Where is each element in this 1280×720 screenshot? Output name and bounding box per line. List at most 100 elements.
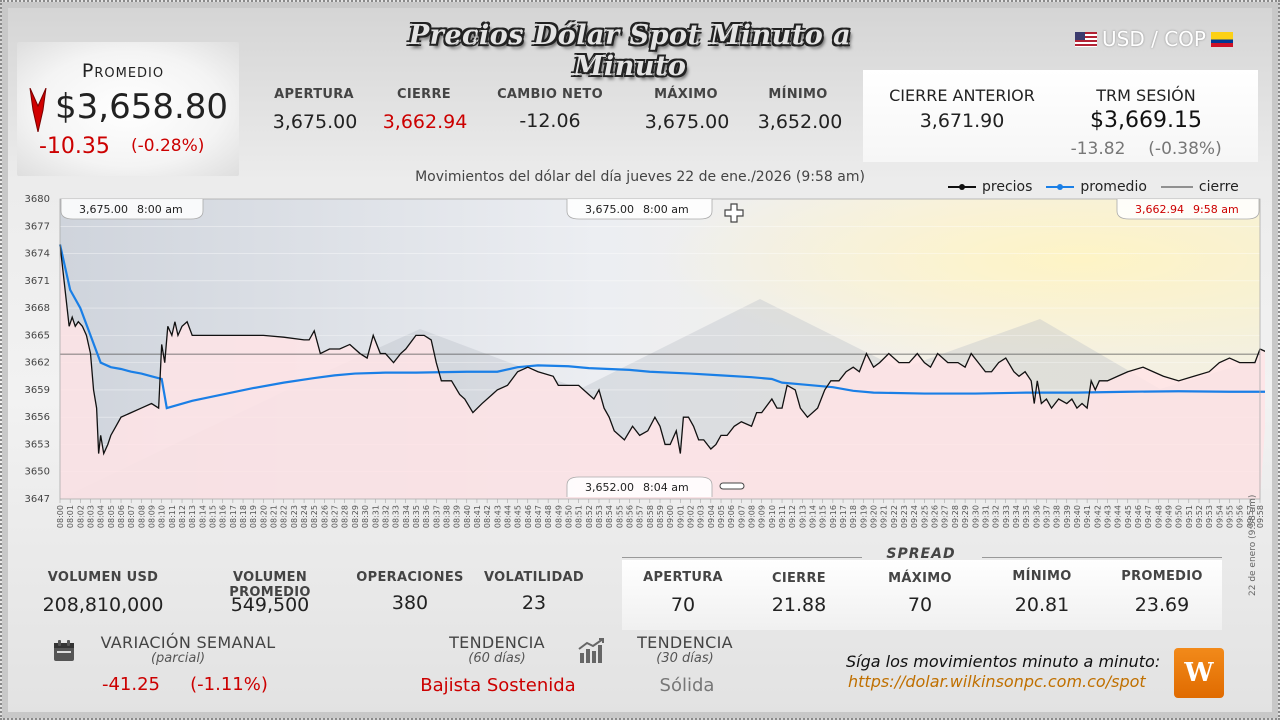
x-tick-label: 08:38: [442, 505, 451, 528]
y-tick-label: 3677: [25, 221, 50, 232]
x-tick-label: 09:29: [961, 505, 970, 528]
zoom-handle: [719, 482, 745, 490]
x-tick-label: 08:30: [361, 505, 370, 528]
volume-average-label: VOLUMEN PROMEDIO: [229, 570, 311, 600]
x-tick-label: 09:22: [890, 505, 899, 528]
x-tick-label: 08:16: [219, 505, 228, 528]
x-tick-label: 08:05: [107, 505, 116, 528]
currency-pair-selector[interactable]: USD / COP: [1075, 27, 1250, 51]
previous-close-value: 3,671.90: [919, 110, 1005, 132]
chart-legend: precios promedio cierre: [948, 179, 1258, 195]
y-tick-label: 3647: [25, 494, 50, 505]
y-tick-label: 3662: [25, 358, 50, 369]
x-tick-label: 09:06: [727, 505, 736, 528]
date-stamp: 22 de enero (9:58 am): [1248, 494, 1258, 596]
spread-close-value: 21.88: [771, 594, 827, 616]
chart-subtitle: Movimientos del dólar del día jueves 22 …: [415, 169, 865, 185]
legend-prices-label: precios: [982, 179, 1033, 195]
x-axis: 08:00 08:01 08:02 08:03 08:04 08:05 08:06 08:07…: [56, 499, 1265, 528]
x-tick-label: 09:58: [1256, 505, 1265, 528]
average-change: -10.35: [39, 134, 110, 159]
spread-open-value: 70: [670, 594, 696, 616]
x-tick-label: 08:27: [331, 505, 340, 528]
x-tick-label: 09:00: [666, 505, 675, 528]
max-annotation-tab: [566, 199, 713, 220]
x-tick-label: 09:52: [1195, 505, 1204, 528]
x-tick-label: 08:14: [198, 505, 207, 528]
chart-annotations: 3,675.00 8:00 am 3,675.00 8:00 am 3,662.94 9:…: [60, 199, 1260, 497]
x-tick-label: 09:33: [1002, 505, 1011, 528]
x-tick-label: 08:24: [300, 505, 309, 528]
x-tick-label: 08:34: [402, 505, 411, 528]
weekly-variation-label: VARIACIÓN SEMANAL: [100, 633, 276, 652]
currency-pair-label: USD / COP: [1102, 27, 1206, 51]
x-tick-label: 09:32: [992, 505, 1001, 528]
colombia-flag-icon: [1210, 31, 1233, 47]
trm-change-percent: (-0.38%): [1148, 139, 1222, 159]
legend-average[interactable]: promedio: [1046, 179, 1147, 195]
operations-value: 380: [391, 592, 429, 614]
x-tick-label: 08:15: [209, 505, 218, 528]
trm-label: TRM SESIÓN: [1096, 86, 1196, 105]
stat-close-value: 3,662.94: [382, 111, 468, 133]
trend30-value: Sólida: [659, 675, 715, 696]
x-tick-label: 09:11: [778, 505, 787, 528]
x-tick-label: 09:25: [920, 505, 929, 528]
volatility-label: VOLATILIDAD: [484, 570, 584, 585]
x-tick-label: 08:58: [646, 505, 655, 528]
calendar-icon: [54, 640, 74, 661]
legend-close[interactable]: cierre: [1160, 179, 1239, 195]
x-tick-label: 09:12: [788, 505, 797, 528]
x-tick-label: 09:46: [1134, 505, 1143, 528]
x-tick-label: 08:53: [595, 505, 604, 528]
x-tick-label: 08:48: [544, 505, 553, 528]
x-tick-label: 08:04: [97, 505, 106, 528]
x-tick-label: 09:50: [1175, 505, 1184, 528]
stat-close-label: CIERRE: [397, 87, 451, 102]
stat-max-label: MÁXIMO: [654, 87, 718, 102]
x-tick-label: 08:12: [178, 505, 187, 528]
price-chart[interactable]: 3647 3650 3653 3656 3659 3662 3665 3668 3671 3674…: [20, 192, 1265, 552]
x-tick-label: 08:06: [117, 505, 126, 528]
spot-link[interactable]: https://dolar.wilkinsonpc.com.co/spot: [848, 672, 1146, 691]
y-tick-label: 3665: [25, 330, 50, 341]
x-tick-label: 08:41: [473, 505, 482, 528]
x-tick-label: 08:17: [229, 505, 238, 528]
x-tick-label: 08:31: [371, 505, 380, 528]
x-tick-label: 09:03: [697, 505, 706, 528]
x-tick-label: 08:51: [575, 505, 584, 528]
spread-min-label: MÍNIMO: [1012, 569, 1072, 584]
x-tick-label: 09:15: [819, 505, 828, 528]
x-tick-label: 08:44: [503, 505, 512, 528]
stat-min-value: 3,652.00: [757, 111, 843, 133]
x-tick-label: 09:55: [1225, 505, 1234, 528]
x-tick-label: 09:09: [758, 505, 767, 528]
x-tick-label: 08:25: [310, 505, 319, 528]
x-tick-label: 09:37: [1042, 505, 1051, 528]
x-tick-label: 09:10: [768, 505, 777, 528]
x-tick-label: 08:03: [87, 505, 96, 528]
price-line: [59, 244, 1265, 456]
x-tick-label: 08:08: [137, 505, 146, 528]
stat-max-value: 3,675.00: [644, 111, 730, 133]
trend60-sub: (60 días): [468, 651, 526, 666]
x-tick-label: 09:01: [676, 505, 685, 528]
average-panel: Promedio $3,658.80 -10.35 (-0.28%): [17, 42, 239, 176]
wilkinson-logo[interactable]: W: [1174, 648, 1224, 698]
min-annotation: 3,652.00 8:04 am: [566, 476, 713, 497]
average-label: Promedio: [81, 60, 165, 82]
x-tick-label: 08:50: [564, 505, 573, 528]
last-annotation-price: 3,662.94: [1135, 203, 1184, 216]
legend-prices[interactable]: precios: [948, 179, 1032, 195]
trm-change: -13.82: [1070, 139, 1126, 159]
spread-max-label: MÁXIMO: [888, 571, 952, 586]
stat-min-label: MÍNIMO: [768, 87, 828, 102]
min-annotation-time: 8:04 am: [643, 481, 689, 494]
average-line: [58, 244, 1265, 410]
x-tick-label: 08:43: [493, 505, 502, 528]
x-tick-label: 08:01: [66, 505, 75, 528]
x-tick-label: 09:49: [1164, 505, 1173, 528]
weekly-variation-percent: (-1.11%): [190, 674, 268, 695]
x-tick-label: 08:47: [534, 505, 543, 528]
trend60-value: Bajista Sostenida: [420, 675, 576, 696]
